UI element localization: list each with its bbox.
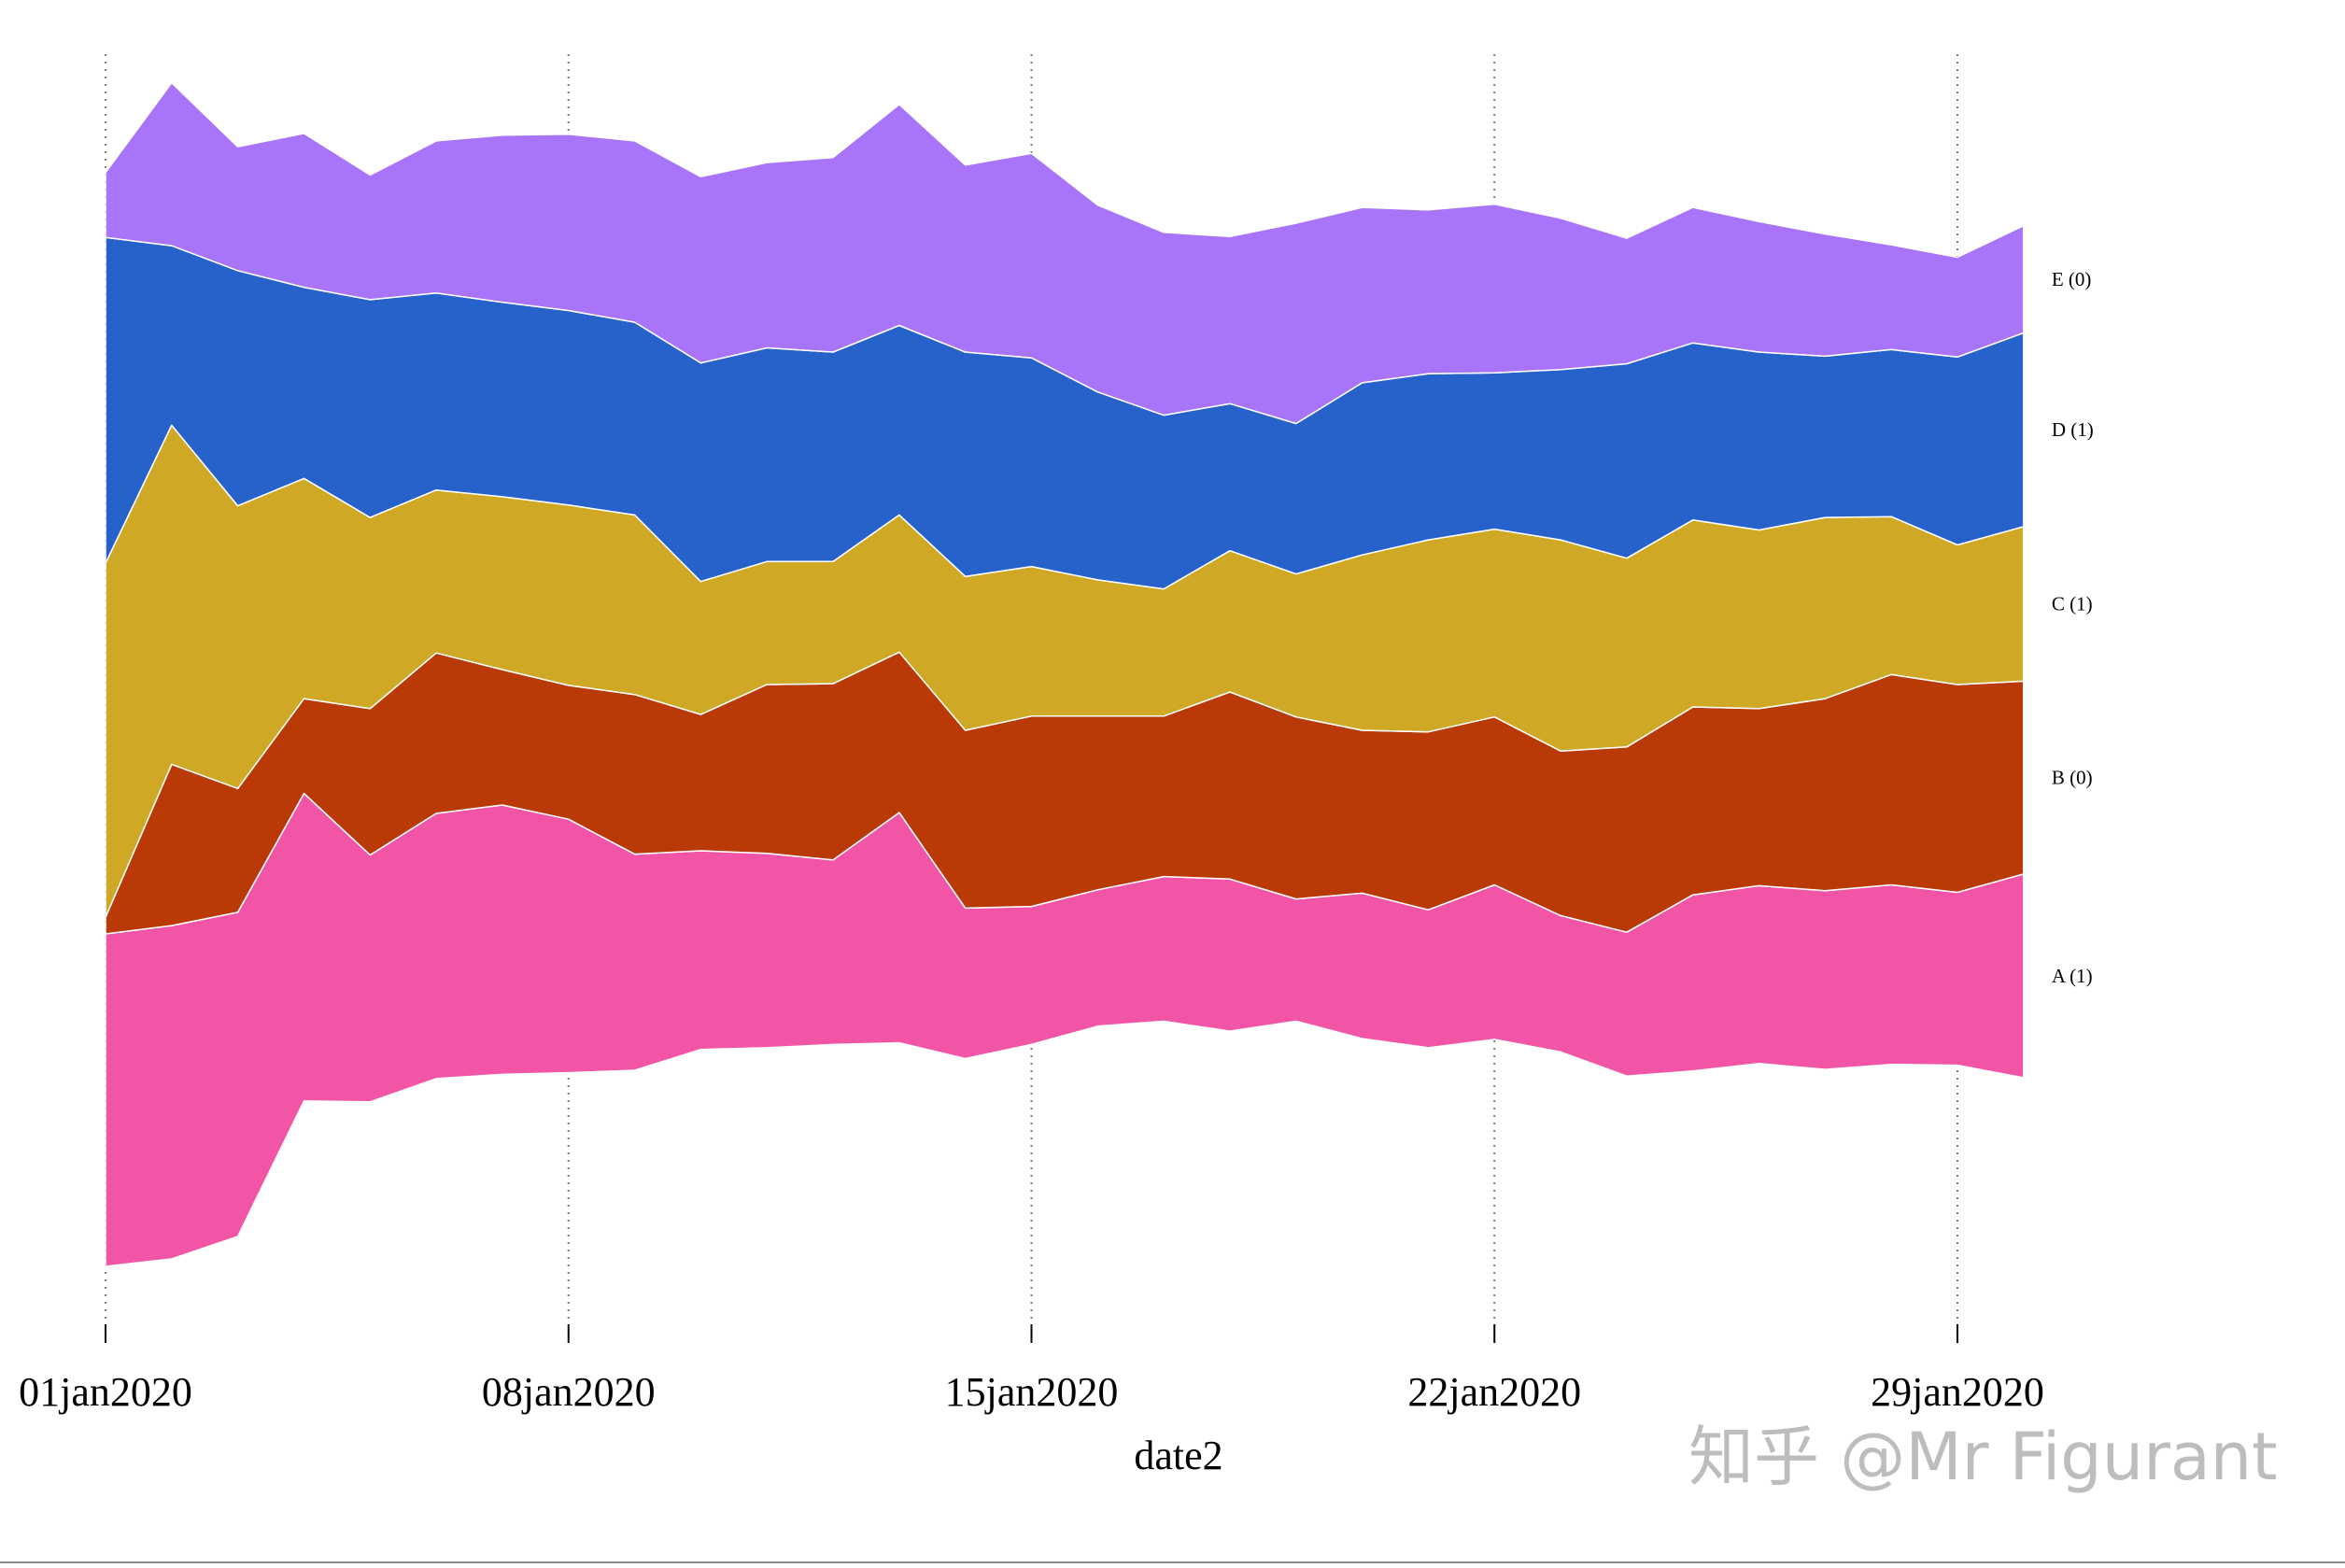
series-label-c: C (1) — [2052, 593, 2093, 615]
x-tick-label: 01jan2020 — [19, 1369, 192, 1415]
x-tick-label: 15jan2020 — [945, 1369, 1119, 1415]
series-label-b: B (0) — [2052, 767, 2093, 789]
x-axis-title: date2 — [1134, 1433, 1222, 1478]
series-label-a: A (1) — [2052, 965, 2093, 987]
watermark: 知乎 @Mr Figurant — [1688, 1419, 2278, 1495]
band-e — [105, 81, 2025, 425]
x-tick-label: 08jan2020 — [482, 1369, 656, 1415]
x-tick-label: 22jan2020 — [1407, 1369, 1581, 1415]
band-layer — [105, 81, 2025, 1267]
series-label-d: D (1) — [2052, 418, 2094, 441]
label-layer: A (1) B (0) C (1) D (1) E (0) — [2052, 268, 2094, 987]
bottom-rule — [0, 1561, 2345, 1563]
series-label-e: E (0) — [2052, 268, 2092, 290]
tick-layer: 01jan2020 08jan2020 15jan2020 22jan2020 29ja… — [19, 1324, 2044, 1415]
x-tick-label: 29jan2020 — [1871, 1369, 2044, 1415]
